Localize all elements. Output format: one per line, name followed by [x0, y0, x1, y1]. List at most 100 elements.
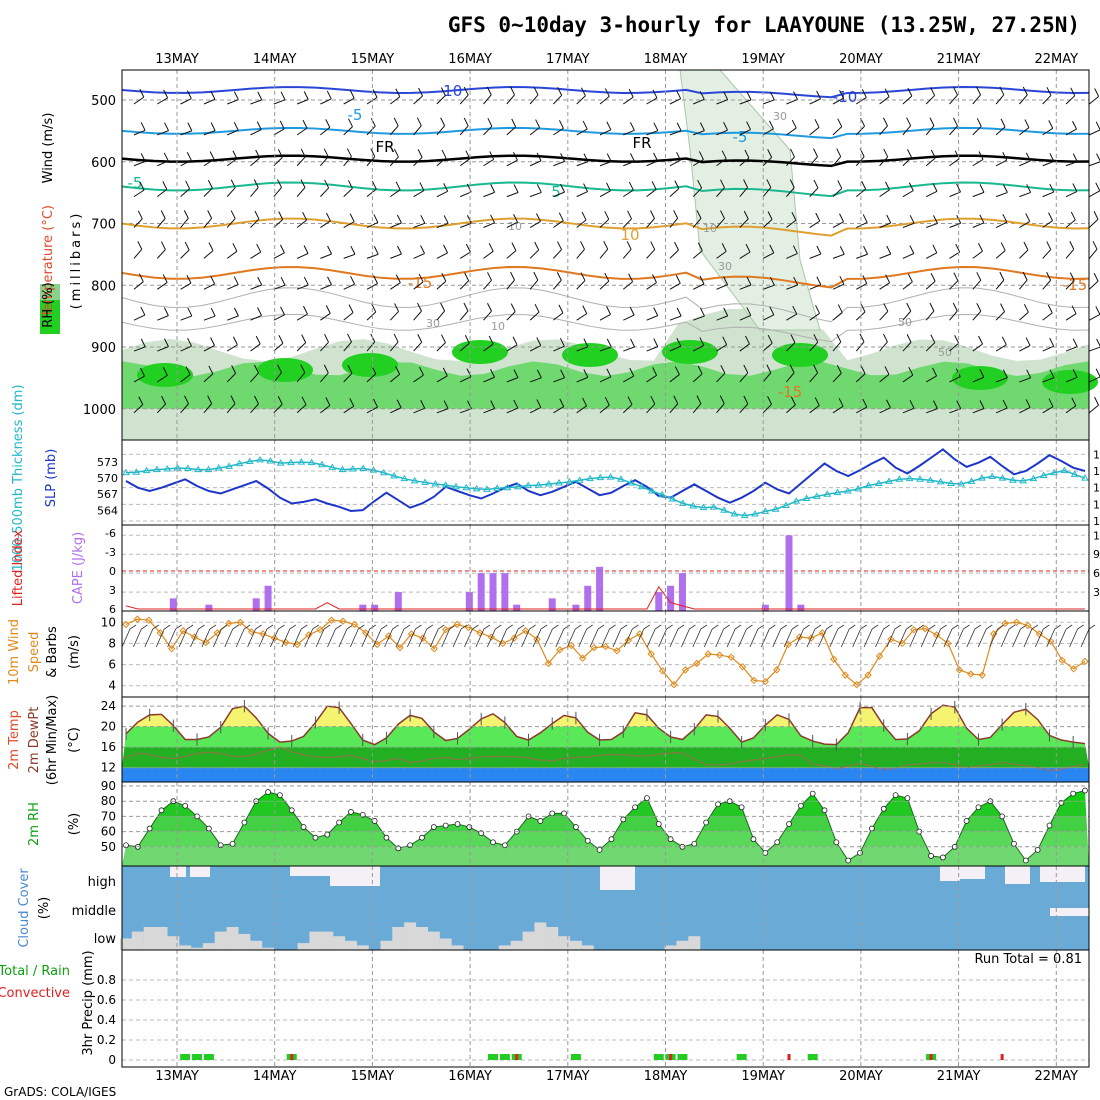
- pressure-tick: 900: [91, 341, 116, 356]
- precip-total-bar: [499, 1054, 510, 1060]
- bottom-date-label: 17MAY: [546, 1069, 590, 1084]
- wind-barb: [1019, 271, 1028, 290]
- cape-bar: [169, 598, 177, 611]
- wind10m-panel: 10 8 6 4: [101, 615, 1096, 693]
- wind-barb: [320, 212, 331, 228]
- wind-barb: [1088, 396, 1099, 414]
- wind-barb: [320, 148, 329, 167]
- thickness-marker: [977, 474, 986, 481]
- rh-marker: [205, 825, 212, 832]
- surface-wind-barb: [818, 624, 833, 648]
- wind-barb: [716, 336, 728, 352]
- pressure-tick: 500: [91, 94, 116, 109]
- wind-barb: [832, 365, 842, 383]
- contour-label: 10: [703, 222, 717, 235]
- wind-speed-marker: [738, 662, 747, 671]
- rh-marker: [703, 819, 710, 826]
- contour-minus5: [121, 126, 1090, 140]
- wind-barb: [529, 184, 542, 198]
- wind-barb: [296, 119, 308, 136]
- thickness-marker: [1039, 471, 1048, 478]
- wind-speed-marker: [419, 634, 427, 642]
- surface-wind-barb: [863, 624, 879, 648]
- wind-barb: [879, 245, 892, 259]
- wind-barb: [669, 90, 682, 105]
- wind-barb: [762, 244, 775, 259]
- wind-barb: [995, 369, 1008, 383]
- wind-barb: [413, 273, 424, 290]
- wind-barb: [436, 334, 446, 352]
- wind-speed-marker: [202, 638, 210, 647]
- wind-speed-marker: [1058, 656, 1066, 665]
- wind-barb: [902, 366, 914, 383]
- wind-speed-marker: [225, 619, 233, 628]
- wind-barb: [855, 365, 866, 383]
- lifted-index-line: [125, 585, 1085, 610]
- li-tick: 0: [109, 565, 116, 578]
- wind-barb: [553, 398, 565, 414]
- wind-barb: [949, 243, 961, 259]
- wind-barb: [692, 395, 702, 414]
- wind-barb: [389, 88, 401, 105]
- wind-barb: [716, 307, 729, 321]
- wind-barb: [855, 148, 865, 167]
- surface-wind-barb: [247, 624, 262, 648]
- wind-barb: [483, 214, 495, 228]
- wind-barb: [925, 117, 935, 136]
- surface-wind-barb: [943, 624, 959, 648]
- wind-speed-marker: [133, 615, 142, 623]
- thickness-marker: [586, 474, 594, 482]
- thickness-marker: [637, 482, 646, 490]
- surface-wind-barb: [509, 624, 525, 648]
- temp-band-dark: [122, 747, 1089, 768]
- wind-barb: [762, 149, 773, 167]
- wind-speed-marker: [715, 651, 724, 659]
- rh-marker: [561, 810, 567, 817]
- wind-barb: [622, 273, 634, 290]
- wind-speed-marker: [145, 616, 153, 624]
- cape-bar: [359, 604, 367, 611]
- wind-barb: [436, 117, 446, 136]
- wind-barb: [1042, 369, 1055, 383]
- wind-barb: [1019, 86, 1028, 105]
- thickness-marker: [421, 478, 429, 485]
- wind-barb: [669, 366, 680, 383]
- rh-plume: [679, 69, 821, 331]
- precip-tick: 0.8: [97, 973, 116, 987]
- cloud-cover-panel: high middle low: [72, 866, 1089, 950]
- rh-marker: [845, 857, 852, 864]
- wind-barb: [133, 241, 143, 259]
- wind-barb: [506, 242, 517, 259]
- rh-tick: 70: [101, 809, 116, 823]
- contour-label: -15: [1063, 276, 1088, 294]
- surface-wind-barb: [167, 624, 182, 648]
- low-cloud-block: [510, 940, 523, 950]
- thickness-marker: [761, 507, 770, 514]
- cape-bar: [584, 585, 592, 611]
- rh-marker: [596, 846, 603, 853]
- panel-frame: [121, 949, 1090, 1068]
- wind-barb: [203, 151, 215, 167]
- wind-barb: [576, 120, 588, 136]
- temp-tick: 24: [101, 699, 116, 713]
- wind-barb: [343, 180, 353, 198]
- surface-wind-barb: [133, 624, 148, 648]
- rh-marker: [336, 819, 343, 826]
- surface-wind-barb: [703, 624, 719, 648]
- wind-speed-marker: [1012, 618, 1021, 626]
- wind-barb: [506, 118, 517, 136]
- surface-wind-barb: [909, 624, 924, 648]
- wind-speed-marker: [875, 652, 884, 660]
- surface-wind-barb: [464, 624, 479, 648]
- wind-barb: [995, 213, 1008, 228]
- wind-barb: [832, 89, 844, 105]
- wind-speed-marker: [750, 676, 758, 685]
- wind-barb: [203, 395, 213, 414]
- wind-speed-marker: [510, 634, 518, 642]
- high-cloud-block: [190, 866, 210, 877]
- wind-barb: [599, 338, 612, 352]
- wind-barb: [366, 148, 376, 167]
- surface-wind-barb: [304, 624, 319, 648]
- thickness-marker: [1060, 466, 1069, 474]
- wind-tick: 6: [108, 658, 116, 672]
